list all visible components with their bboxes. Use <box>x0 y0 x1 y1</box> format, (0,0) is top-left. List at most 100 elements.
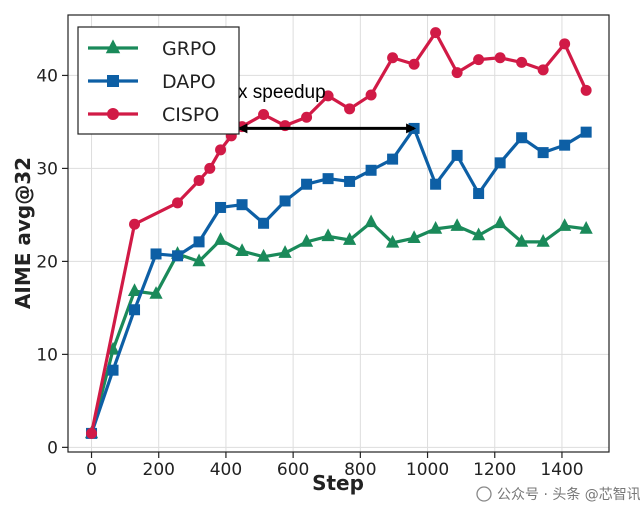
x-tick-label: 0 <box>86 460 97 480</box>
legend-label-dapo: DAPO <box>162 71 216 93</box>
cispo-point <box>365 89 377 101</box>
cispo-point <box>193 175 205 187</box>
y-tick-label: 30 <box>36 159 58 179</box>
y-axis-label: AIME avg@32 <box>11 157 35 309</box>
dapo-point <box>494 157 506 169</box>
cispo-point <box>580 84 592 96</box>
dapo-line <box>90 126 587 434</box>
grpo-point <box>321 228 335 242</box>
cispo-point <box>344 103 356 115</box>
series-layer <box>84 27 593 439</box>
dapo-point <box>516 132 528 144</box>
cispo-point <box>559 38 571 50</box>
grpo-point <box>429 220 443 234</box>
watermark-text: 公众号 · 头条 @芯智讯 <box>497 486 640 503</box>
legend-marker-cispo <box>107 108 119 120</box>
legend-entry-cispo: CISPO <box>88 104 219 126</box>
cispo-point <box>86 427 98 439</box>
grpo-point <box>493 215 507 229</box>
x-tick-label: 200 <box>143 460 175 480</box>
dapo-point <box>172 250 184 262</box>
cispo-point <box>204 162 216 174</box>
dapo-point <box>279 195 291 207</box>
grpo-point <box>536 234 550 247</box>
grpo-point <box>149 286 163 299</box>
watermark: 公众号 · 头条 @芯智讯 <box>476 486 640 503</box>
grpo-point <box>386 234 400 248</box>
series-cispo <box>86 27 592 439</box>
grpo-point <box>515 234 529 247</box>
grpo-point <box>450 218 464 231</box>
x-tick-label: 600 <box>277 460 309 480</box>
series-grpo <box>84 214 593 439</box>
cispo-point <box>451 67 463 79</box>
grpo-point <box>579 220 593 234</box>
dapo-point <box>537 147 549 159</box>
grpo-point <box>192 253 206 267</box>
grpo-point <box>127 283 142 296</box>
annotation-layer: 2x speedup <box>227 82 417 134</box>
grpo-point <box>235 243 249 257</box>
y-tick-label: 40 <box>36 66 58 86</box>
x-axis-label: Step <box>312 471 364 495</box>
dapo-point <box>322 173 334 185</box>
x-tick-label: 1000 <box>406 460 449 480</box>
cispo-point <box>258 108 270 120</box>
dapo-point <box>193 236 205 248</box>
cispo-point <box>408 58 420 70</box>
legend-entry-grpo: GRPO <box>88 38 216 60</box>
dapo-point <box>344 175 356 187</box>
axis-ticks: 0 200 400 600 800 1000 1200 1400 0 10 20 30 40 <box>36 66 583 480</box>
legend-entry-dapo: DAPO <box>88 71 216 93</box>
dapo-point <box>215 201 227 213</box>
plot-frame <box>67 14 610 453</box>
grpo-point <box>342 232 357 245</box>
cispo-point <box>215 144 227 156</box>
grpo-point <box>299 234 314 247</box>
dapo-point <box>365 164 377 176</box>
cispo-point <box>129 218 141 230</box>
dapo-point <box>301 178 313 190</box>
dapo-point <box>473 188 485 200</box>
cispo-point <box>473 54 485 66</box>
grpo-point <box>256 248 271 262</box>
cispo-point <box>387 52 399 64</box>
cispo-point <box>537 64 549 76</box>
cispo-point <box>301 111 313 123</box>
dapo-point <box>580 126 592 138</box>
dapo-point <box>559 139 571 151</box>
x-tick-label: 400 <box>210 460 242 480</box>
cispo-point <box>430 27 442 39</box>
x-tick-label: 800 <box>344 460 376 480</box>
legend-marker-grpo <box>105 39 121 54</box>
dapo-point <box>107 364 119 376</box>
dapo-point <box>430 178 442 190</box>
cispo-point <box>516 56 528 68</box>
y-tick-label: 20 <box>36 252 58 272</box>
legend-marker-dapo <box>107 75 119 87</box>
dapo-point <box>129 304 141 316</box>
dapo-point <box>258 217 270 229</box>
legend-label-grpo: GRPO <box>162 38 216 60</box>
dapo-point <box>387 153 399 165</box>
dapo-point <box>236 199 248 211</box>
grpo-point <box>278 245 292 258</box>
cispo-point <box>172 197 184 209</box>
x-tick-label: 1400 <box>540 460 583 480</box>
dapo-point <box>150 248 162 260</box>
dapo-point <box>451 149 463 161</box>
legend-label-cispo: CISPO <box>162 104 219 126</box>
legend: GRPO DAPO CISPO <box>77 26 240 135</box>
wechat-icon <box>476 486 492 502</box>
speedup-annotation: 2x speedup <box>227 82 325 103</box>
y-tick-label: 10 <box>36 345 58 365</box>
grpo-point <box>364 214 378 228</box>
grpo-point <box>407 230 421 243</box>
grpo-point <box>558 218 572 231</box>
x-tick-label: 1200 <box>473 460 516 480</box>
grpo-point <box>213 232 228 245</box>
cispo-point <box>322 90 334 102</box>
grpo-point <box>472 227 486 241</box>
y-tick-label: 0 <box>47 438 58 458</box>
